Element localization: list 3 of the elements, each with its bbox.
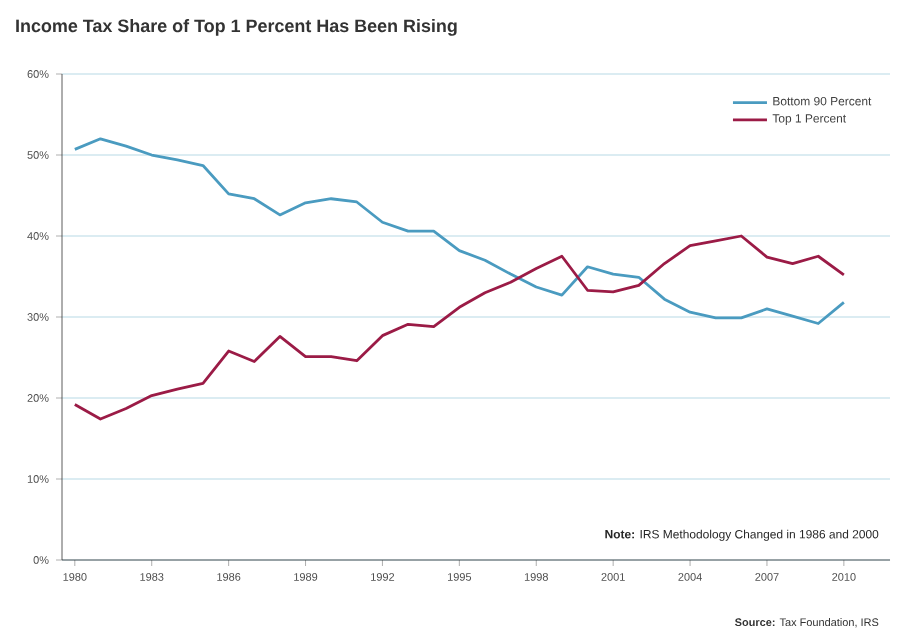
line-series	[73, 234, 846, 421]
line-series	[73, 137, 846, 325]
chart-title: Income Tax Share of Top 1 Percent Has Been Rising	[16, 19, 457, 36]
